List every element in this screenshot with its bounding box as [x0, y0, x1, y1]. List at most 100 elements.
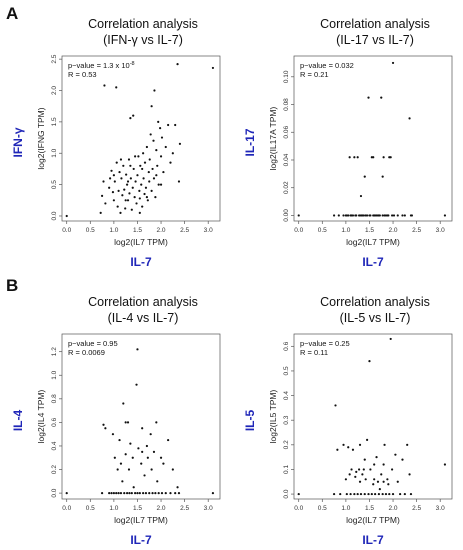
data-point — [119, 492, 123, 495]
data-point — [159, 155, 163, 158]
data-point — [151, 167, 154, 171]
data-point — [144, 186, 148, 189]
data-point — [403, 214, 406, 217]
data-point — [137, 155, 140, 158]
data-point — [142, 492, 145, 495]
data-point — [150, 468, 153, 471]
data-point — [364, 478, 367, 481]
data-point — [355, 214, 358, 217]
y-tick-label: 0.6 — [283, 341, 290, 350]
data-point — [171, 468, 174, 471]
data-point — [408, 473, 411, 476]
plot-frame — [293, 55, 453, 222]
x-tick-label: 0.5 — [86, 505, 95, 512]
data-point — [349, 492, 352, 496]
p-value-annotation: p−value = 0.032 — [300, 61, 354, 70]
data-point — [138, 211, 141, 214]
data-point — [162, 462, 165, 465]
data-point — [126, 421, 130, 424]
data-point — [121, 480, 124, 483]
chart-title-line2: (IL-17 vs IL-7) — [336, 33, 414, 47]
data-point — [171, 152, 174, 155]
data-point — [382, 463, 385, 466]
data-point — [391, 468, 394, 471]
data-point — [157, 492, 160, 495]
data-point — [382, 480, 385, 483]
data-point — [111, 433, 115, 436]
data-point — [406, 443, 409, 446]
data-point — [378, 214, 381, 217]
data-point — [148, 492, 151, 495]
chart-svg: Correlation analysis (IL-5 vs IL-7) 0.0 0.5… — [243, 295, 453, 547]
data-point — [169, 492, 172, 495]
data-point — [372, 156, 375, 159]
y-tick-label: 0.3 — [283, 415, 290, 424]
data-point — [65, 492, 68, 495]
data-point — [178, 142, 182, 145]
data-point — [124, 207, 127, 210]
data-point — [356, 492, 359, 496]
data-point — [374, 492, 377, 496]
x-tick-label: 3.0 — [436, 227, 445, 234]
data-point — [369, 468, 372, 471]
data-point — [115, 492, 118, 495]
data-point — [177, 180, 181, 183]
data-point — [380, 96, 383, 99]
chart-svg: Correlation analysis (IL-4 vs IL-7) 0.0 0.5… — [11, 295, 221, 547]
data-point — [176, 486, 179, 489]
x-tick-label: 1.5 — [133, 505, 142, 512]
data-point — [118, 438, 121, 442]
data-point — [164, 492, 167, 495]
data-point — [111, 191, 115, 194]
data-point — [143, 474, 146, 477]
data-point — [370, 492, 373, 496]
data-point — [160, 492, 164, 495]
data-point — [151, 492, 154, 495]
data-point — [410, 214, 414, 217]
p-value-annotation: p−value = 0.95 — [68, 339, 118, 348]
data-point — [156, 164, 159, 167]
data-point — [154, 196, 157, 199]
y-axis-label: log2(IFNG TPM) — [36, 107, 46, 169]
data-point — [109, 177, 112, 180]
data-point — [148, 158, 151, 161]
plot-frame — [61, 333, 221, 500]
data-point — [211, 492, 215, 495]
data-point — [403, 492, 406, 496]
data-point — [350, 468, 353, 471]
data-point — [159, 456, 163, 459]
plot-frame — [61, 55, 221, 222]
panel-letter-b: B — [6, 276, 19, 295]
data-point — [143, 192, 146, 196]
data-point — [112, 492, 115, 495]
y-tick-label: 0.02 — [283, 181, 290, 194]
data-point — [124, 421, 127, 424]
data-point — [381, 214, 384, 217]
y-tick-label: 0.00 — [283, 209, 290, 222]
data-point — [391, 214, 394, 217]
data-point — [128, 192, 131, 195]
x-tick-label: 0.0 — [294, 227, 303, 234]
data-point — [372, 483, 375, 486]
data-point — [297, 492, 300, 496]
x-tick-label: 2.0 — [389, 505, 398, 512]
gene-y-label: IFN-γ — [11, 127, 25, 157]
chart-title-line2: (IFN-γ vs IL-7) — [103, 33, 183, 47]
x-tick-label: 1.0 — [109, 505, 118, 512]
data-point — [130, 208, 133, 211]
data-point — [356, 156, 359, 159]
data-point — [387, 214, 390, 217]
data-point — [177, 492, 181, 495]
data-point — [380, 473, 383, 476]
y-tick-label: 0.0 — [51, 488, 58, 497]
p-value-annotation: p−value = 0.25 — [300, 339, 350, 348]
data-point — [353, 492, 356, 496]
y-tick-label: 0.08 — [283, 98, 290, 111]
data-point — [376, 480, 380, 483]
x-tick-label: 0.5 — [318, 227, 327, 234]
data-point — [155, 149, 158, 152]
x-tick-label: 1.5 — [365, 505, 374, 512]
y-tick-label: 0.6 — [51, 417, 58, 426]
data-point — [366, 438, 369, 441]
data-point — [386, 478, 389, 481]
